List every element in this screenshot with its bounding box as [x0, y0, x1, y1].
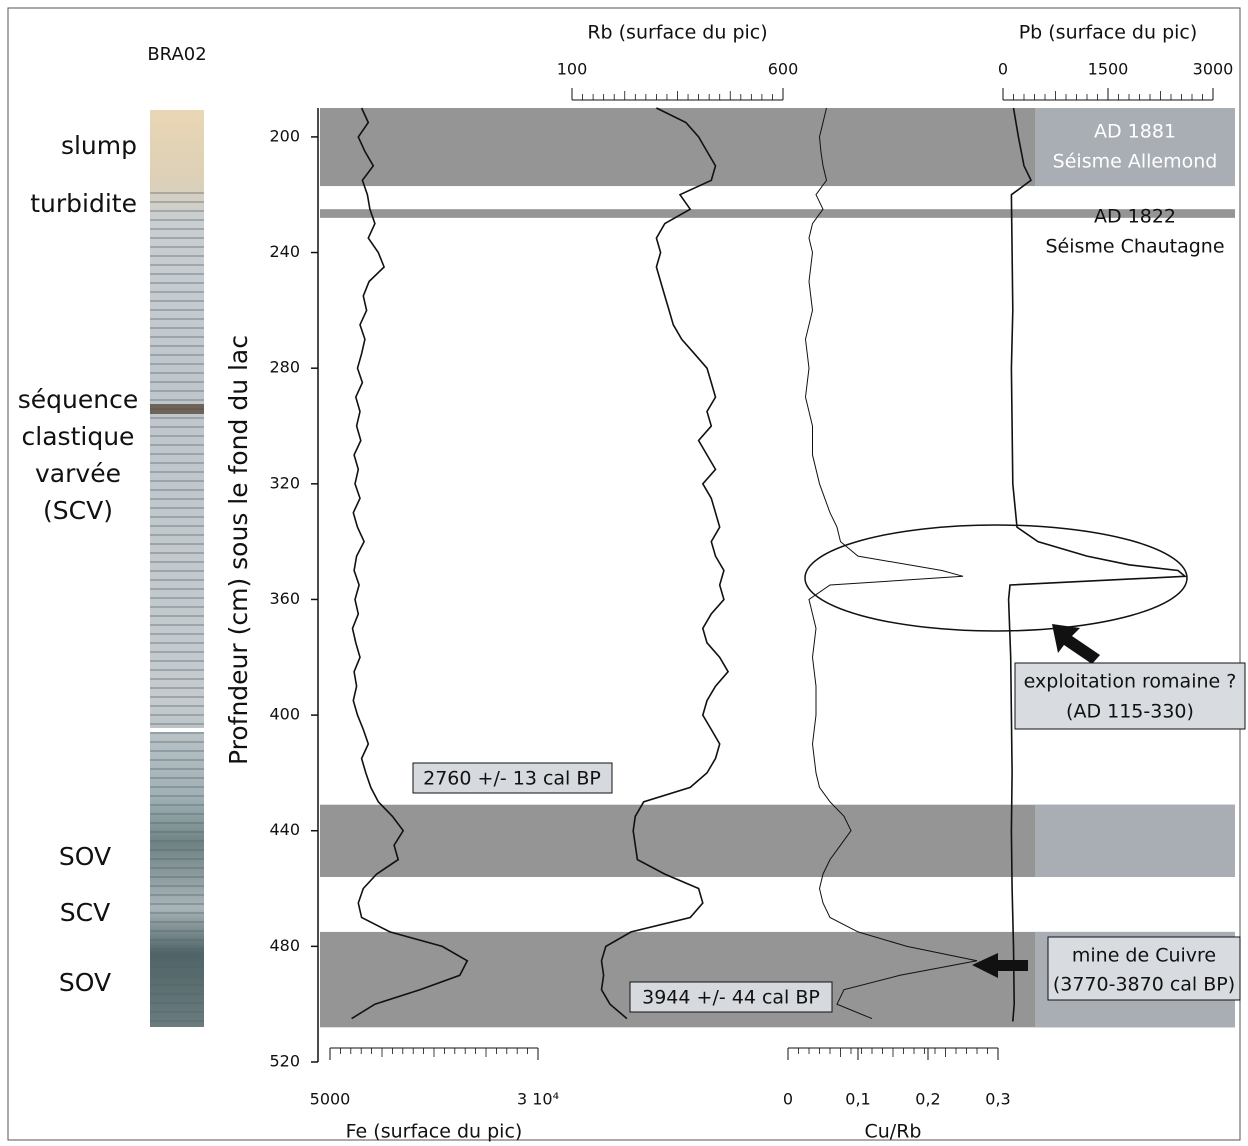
x-tick-label: 1500	[1088, 60, 1129, 79]
core-label: SOV	[59, 842, 111, 871]
y-axis-title: Profndeur (cm) sous le fond du lac	[224, 335, 253, 765]
event-band-label-area	[1035, 804, 1235, 877]
y-tick-label: 520	[269, 1052, 300, 1071]
x-axis-title: Fe (surface du pic)	[346, 1121, 523, 1143]
arrow	[972, 953, 1028, 978]
y-tick-label: 360	[269, 589, 300, 608]
x-tick-label: 0	[998, 60, 1008, 79]
core-label: clastique	[22, 422, 135, 451]
y-tick-label: 440	[269, 820, 300, 839]
plot-area: 200 240 280 320 360 400 440 480 520 5000 3 10⁴ Fe (…	[269, 22, 1233, 1143]
y-tick-label: 320	[269, 473, 300, 492]
x-tick-label: 0,3	[985, 1090, 1010, 1109]
annotation: AD 1881	[1094, 121, 1176, 143]
data-line	[804, 107, 978, 1020]
x-axis-title: Rb (surface du pic)	[587, 22, 767, 44]
core-label: SOV	[59, 968, 111, 997]
arrow	[1052, 624, 1100, 664]
annotation: mine de Cuivre	[1072, 945, 1216, 967]
y-tick-label: 400	[269, 705, 300, 724]
y-tick-label: 480	[269, 936, 300, 955]
core-label: slump	[61, 131, 137, 160]
annotation: Séisme Allemond	[1053, 151, 1218, 173]
annotation: 3944 +/- 44 cal BP	[642, 987, 820, 1009]
core-name: BRA02	[147, 44, 206, 65]
data-line	[600, 107, 730, 1020]
annotation: 2760 +/- 13 cal BP	[423, 768, 601, 790]
event-band-label-area	[1035, 108, 1235, 187]
annotation: (3770-3870 cal BP)	[1053, 974, 1235, 996]
x-tick-label: 3000	[1193, 60, 1234, 79]
core-image	[150, 110, 204, 1027]
core-label: séquence	[18, 385, 138, 414]
event-bands	[320, 108, 1235, 1028]
x-tick-label: 600	[768, 60, 799, 79]
y-tick-label: 240	[269, 242, 300, 261]
x-tick-label: 0,2	[915, 1090, 940, 1109]
annotation: exploitation romaine ?	[1024, 671, 1237, 693]
annotation-box: exploitation romaine ? (AD 115-330)	[1014, 662, 1246, 730]
x-axis-title: Pb (surface du pic)	[1019, 22, 1198, 44]
annotation-box: 2760 +/- 13 cal BP	[412, 762, 613, 794]
annotation-box: 3944 +/- 44 cal BP	[629, 981, 833, 1013]
core-label: turbidite	[30, 189, 137, 218]
x-tick-label: 0,1	[845, 1090, 870, 1109]
x-axis-title: Cu/Rb	[865, 1121, 922, 1143]
x-tick-label: 0	[783, 1090, 793, 1109]
frame	[7, 7, 1241, 1141]
y-tick-label: 280	[269, 358, 300, 377]
x-tick-label: 5000	[310, 1090, 351, 1109]
y-tick-label: 200	[269, 126, 300, 145]
core-label: varvée	[35, 459, 121, 488]
x-tick-label: 3 10⁴	[517, 1090, 559, 1109]
annotation-box: mine de Cuivre (3770-3870 cal BP)	[1047, 936, 1241, 1001]
data-line	[1007, 107, 1188, 1022]
annotation: (AD 115-330)	[1066, 701, 1194, 723]
annotation: Séisme Chautagne	[1045, 236, 1224, 258]
annotation: AD 1822	[1094, 206, 1176, 228]
core-label: (SCV)	[43, 496, 113, 525]
event-band	[320, 209, 1235, 218]
highlight-ellipse	[804, 524, 1188, 632]
data-line	[351, 107, 469, 1020]
x-tick-label: 100	[557, 60, 588, 79]
core-label: SCV	[60, 898, 110, 927]
